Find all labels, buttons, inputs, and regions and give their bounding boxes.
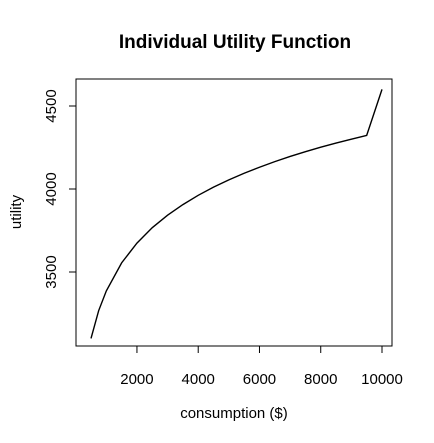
x-tick-label: 2000 <box>120 371 153 388</box>
x-axis: 2000 4000 6000 8000 10000 <box>120 346 403 388</box>
x-axis-label: consumption ($) <box>180 405 288 422</box>
y-axis: 3500 4000 4500 <box>43 89 76 289</box>
chart-title: Individual Utility Function <box>119 32 351 53</box>
y-tick-label: 3500 <box>43 255 60 288</box>
y-tick-label: 4500 <box>43 89 60 122</box>
x-tick-label: 6000 <box>243 371 276 388</box>
x-tick-label: 4000 <box>182 371 215 388</box>
x-tick-label: 8000 <box>304 371 337 388</box>
y-tick-label: 4000 <box>43 172 60 205</box>
y-axis-label: utility <box>8 194 25 229</box>
plot-frame <box>75 78 393 347</box>
utility-curve <box>90 89 383 339</box>
x-tick-label: 10000 <box>361 371 403 388</box>
